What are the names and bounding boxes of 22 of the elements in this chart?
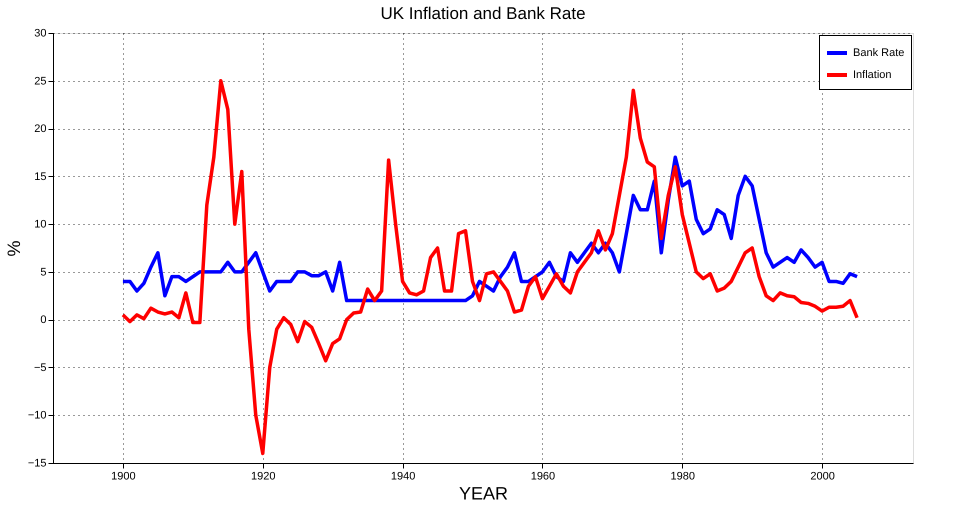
y-tick-label: 15	[34, 170, 46, 183]
x-tick-label: 2000	[810, 470, 835, 482]
y-tick-label: −5	[34, 362, 46, 374]
y-tick-label: −15	[28, 458, 46, 470]
legend-label: Inflation	[853, 69, 892, 81]
y-tick-label: 20	[34, 123, 46, 136]
x-tick-label: 1900	[111, 470, 136, 482]
x-tick-label: 1980	[670, 470, 696, 482]
y-tick-label: 30	[34, 28, 46, 40]
x-axis-title: YEAR	[458, 484, 508, 504]
y-tick-label: 0	[40, 314, 46, 326]
y-tick-label: 10	[34, 218, 46, 231]
legend-label: Bank Rate	[853, 47, 904, 59]
y-tick-label: 25	[34, 75, 46, 88]
y-tick-label: 5	[40, 266, 46, 278]
line-series	[121, 79, 859, 456]
chart-title: UK Inflation and Bank Rate	[380, 4, 586, 23]
x-tick-label: 1940	[390, 470, 416, 482]
x-tick-label: 1960	[530, 470, 556, 482]
y-tick-label: −10	[28, 410, 46, 422]
x-tick-label: 1920	[251, 470, 276, 482]
y-axis-title: %	[4, 240, 24, 257]
